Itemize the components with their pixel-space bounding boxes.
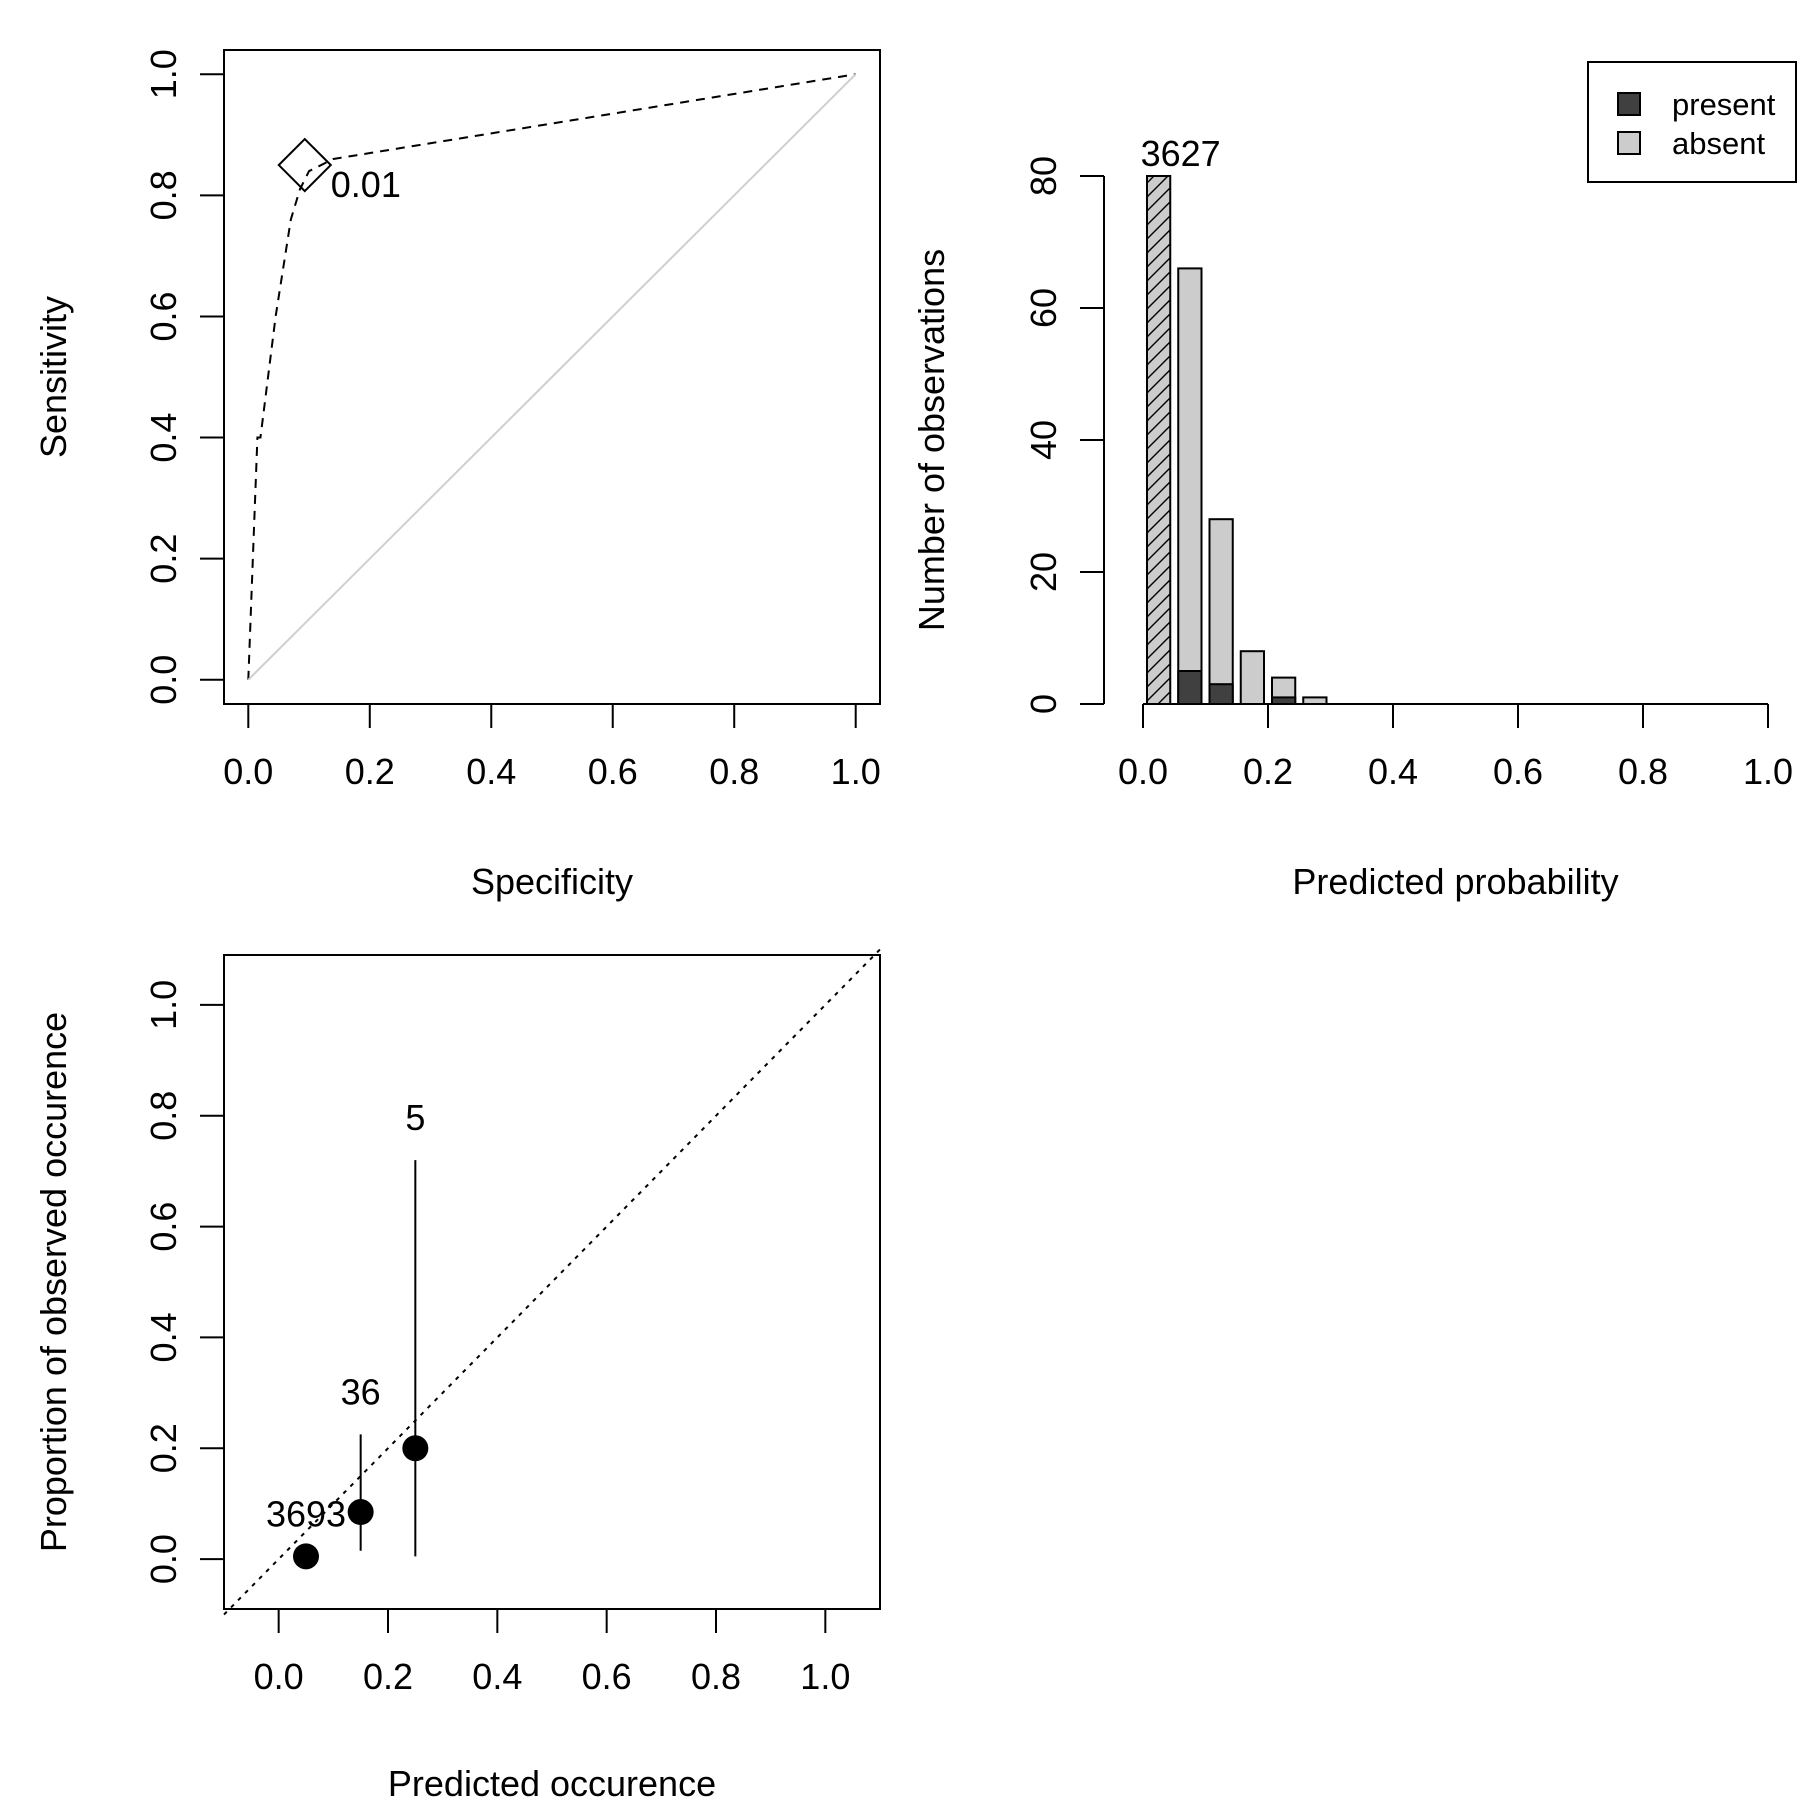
hist-y-tick-label: 80 (1023, 156, 1064, 196)
hist-y-tick-label: 40 (1023, 420, 1064, 460)
calibration-point (293, 1543, 319, 1570)
roc-curve (247, 73, 856, 680)
hist-bar-absent (1146, 175, 1172, 705)
cal-y-axis-label: Proportion of observed occurence (33, 1012, 74, 1552)
hist-x-tick-label: 0.0 (1118, 751, 1168, 792)
roc-panel: 0.0 0.2 0.4 0.6 0.8 1.0 0.0 0.2 0.4 0.6 0.8 1.0 Spec… (33, 49, 881, 902)
legend-label-absent: absent (1672, 126, 1765, 161)
hist-bar-absent (1208, 518, 1234, 706)
legend-label-present: present (1672, 87, 1776, 122)
hist-y-tick-label: 60 (1023, 288, 1064, 328)
hist-legend: present absent (1587, 61, 1797, 183)
roc-y-tick-label: 0.2 (143, 534, 184, 584)
hist-x-tick-label: 0.8 (1618, 751, 1668, 792)
hist-bar-absent (1177, 267, 1203, 705)
calibration-count-label: 3693 (266, 1493, 346, 1534)
hist-y-axis-label: Number of observations (911, 249, 952, 631)
cal-y-tick-label: 0.6 (143, 1202, 184, 1252)
roc-x-tick-label: 0.4 (466, 751, 516, 792)
cal-x-tick-label: 1.0 (800, 1656, 850, 1697)
threshold-label: 0.01 (331, 164, 401, 205)
cal-x-tick-label: 0.4 (472, 1656, 522, 1697)
hist-x-tick-label: 0.2 (1243, 751, 1293, 792)
roc-x-axis-label: Specificity (471, 861, 633, 902)
hist-y-tick-label: 20 (1023, 552, 1064, 592)
roc-x-tick-label: 0.0 (223, 751, 273, 792)
cal-x-tick-label: 0.2 (363, 1656, 413, 1697)
hist-x-tick-label: 0.6 (1493, 751, 1543, 792)
calibration-panel: 0.0 0.2 0.4 0.6 0.8 1.0 0.0 0.2 0.4 0.6 0.8 1.0 Pred… (33, 948, 881, 1800)
threshold-marker (277, 137, 333, 193)
calibration-count-label: 36 (341, 1371, 381, 1412)
cal-y-tick-label: 0.4 (143, 1312, 184, 1362)
roc-y-tick-label: 0.6 (143, 291, 184, 341)
cal-x-tick-label: 0.8 (691, 1656, 741, 1697)
hist-count-label: 3627 (1141, 133, 1221, 174)
roc-y-tick-label: 1.0 (143, 49, 184, 99)
roc-reference-line (247, 73, 857, 681)
calibration-count-label: 5 (405, 1097, 425, 1138)
roc-y-tick-label: 0.8 (143, 170, 184, 220)
calibration-point (402, 1435, 429, 1462)
cal-y-tick-label: 0.2 (143, 1423, 184, 1473)
calibration-point (347, 1499, 374, 1526)
cal-y-tick-label: 1.0 (143, 980, 184, 1030)
hist-bar-present (1271, 696, 1297, 706)
roc-x-tick-label: 0.2 (345, 751, 395, 792)
legend-box (1587, 61, 1797, 183)
cal-x-axis-label: Predicted occurence (388, 1763, 716, 1800)
roc-x-tick-label: 0.6 (588, 751, 638, 792)
roc-x-tick-label: 1.0 (831, 751, 881, 792)
hist-x-tick-label: 1.0 (1743, 751, 1793, 792)
hist-bar-present (1177, 670, 1203, 705)
legend-swatch-absent (1617, 131, 1641, 155)
cal-y-tick-label: 0.0 (143, 1534, 184, 1584)
hist-bar-present (1208, 683, 1234, 706)
cal-x-tick-label: 0.0 (254, 1656, 304, 1697)
legend-swatch-present (1617, 92, 1641, 116)
hist-bar-absent (1239, 650, 1265, 706)
roc-y-tick-label: 0.0 (143, 655, 184, 705)
hist-y-tick-label: 0 (1023, 694, 1064, 714)
hist-x-axis-label: Predicted probability (1292, 861, 1618, 902)
roc-y-tick-label: 0.4 (143, 413, 184, 463)
cal-x-tick-label: 0.6 (582, 1656, 632, 1697)
hist-bar-absent (1302, 696, 1328, 706)
histogram-panel: 0.0 0.2 0.4 0.6 0.8 1.0 0 20 40 60 80 Predicted pro… (911, 61, 1797, 902)
roc-x-tick-label: 0.8 (709, 751, 759, 792)
hist-x-tick-label: 0.4 (1368, 751, 1418, 792)
roc-y-axis-label: Sensitivity (33, 296, 74, 458)
cal-y-tick-label: 0.8 (143, 1091, 184, 1141)
